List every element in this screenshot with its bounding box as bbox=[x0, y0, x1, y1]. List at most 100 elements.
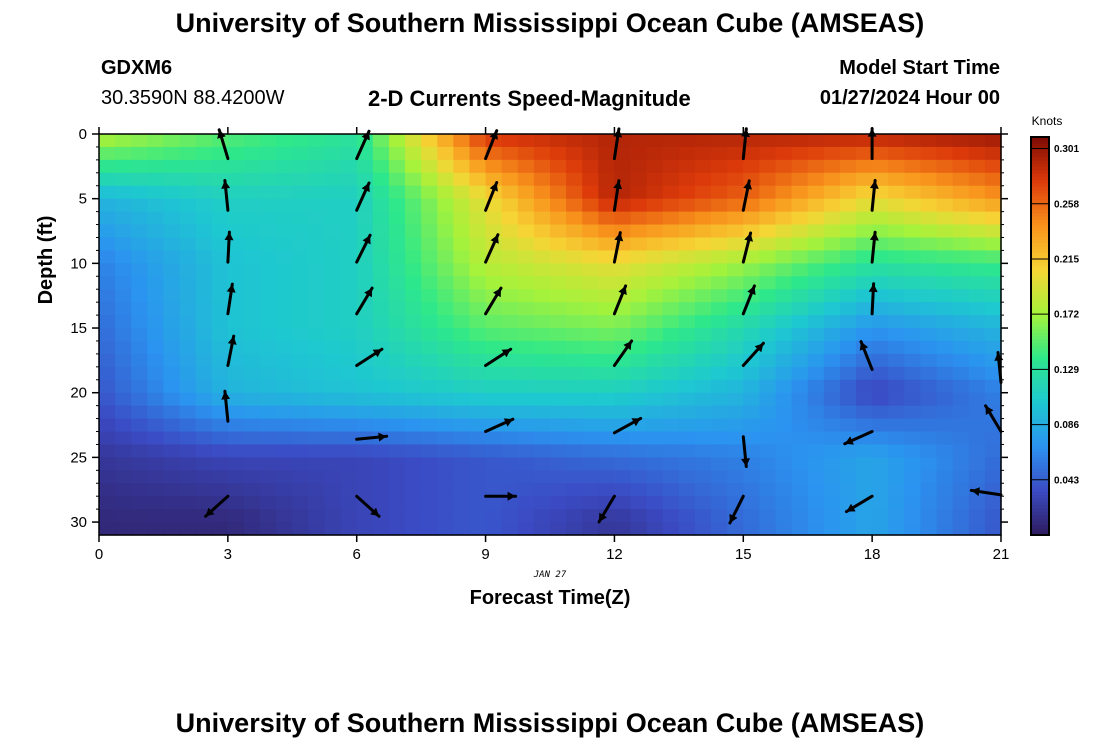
heatmap-cell bbox=[517, 250, 535, 264]
heatmap-cell bbox=[421, 276, 438, 290]
heatmap-cell bbox=[147, 509, 165, 523]
heatmap-cell bbox=[566, 159, 583, 174]
heatmap-cell bbox=[614, 379, 632, 394]
heatmap-cell bbox=[324, 172, 342, 187]
heatmap-cell bbox=[437, 224, 454, 239]
colorbar-segment bbox=[1031, 445, 1049, 450]
x-tick-label: 18 bbox=[864, 546, 881, 563]
heatmap-cell bbox=[839, 146, 857, 161]
heatmap-cell bbox=[405, 146, 422, 161]
heatmap-cell bbox=[646, 185, 664, 200]
heatmap-cell bbox=[727, 392, 744, 407]
heatmap-cell bbox=[453, 353, 471, 368]
heatmap-cell bbox=[131, 211, 148, 226]
heatmap-cell bbox=[260, 353, 277, 368]
heatmap-cell bbox=[421, 315, 438, 329]
heatmap-cell bbox=[823, 496, 841, 510]
heatmap-cell bbox=[324, 392, 342, 407]
heatmap-cell bbox=[163, 146, 181, 161]
heatmap-cell bbox=[550, 315, 567, 329]
heatmap-cell bbox=[968, 134, 986, 148]
heatmap-cell bbox=[936, 405, 954, 420]
heatmap-cell bbox=[469, 366, 487, 381]
heatmap-cell bbox=[952, 198, 970, 213]
colorbar-segment bbox=[1031, 200, 1049, 204]
heatmap-cell bbox=[179, 159, 197, 174]
heatmap-cell bbox=[888, 366, 905, 381]
heatmap-cell bbox=[485, 340, 503, 355]
heatmap-cell bbox=[727, 159, 744, 174]
heatmap-cell bbox=[131, 263, 148, 277]
heatmap-cell bbox=[179, 353, 197, 368]
heatmap-cell bbox=[99, 509, 116, 523]
heatmap-cell bbox=[598, 353, 616, 368]
heatmap-cell bbox=[839, 263, 857, 277]
colorbar-segment bbox=[1031, 180, 1049, 185]
heatmap-cell bbox=[356, 211, 374, 226]
heatmap-cell bbox=[598, 211, 616, 226]
heatmap-cell bbox=[856, 172, 873, 187]
heatmap-cell bbox=[453, 224, 471, 239]
heatmap-cell bbox=[227, 211, 245, 226]
heatmap-cell bbox=[179, 405, 197, 420]
heatmap-cell bbox=[131, 418, 148, 433]
heatmap-cell bbox=[566, 276, 583, 290]
heatmap-cell bbox=[517, 146, 535, 161]
heatmap-cell bbox=[453, 302, 471, 316]
heatmap-cell bbox=[533, 418, 551, 433]
current-vector-arrow bbox=[224, 230, 234, 264]
heatmap-cell bbox=[646, 353, 664, 368]
heatmap-cell bbox=[759, 366, 777, 381]
colorbar-segment bbox=[1031, 173, 1049, 178]
heatmap-cell bbox=[501, 444, 519, 458]
current-vector-arrow bbox=[221, 179, 231, 212]
heatmap-cell bbox=[711, 418, 728, 433]
heatmap-cell bbox=[163, 237, 181, 252]
heatmap-cell bbox=[566, 457, 583, 471]
heatmap-cell bbox=[227, 353, 245, 368]
colorbar-segment bbox=[1031, 266, 1049, 271]
heatmap-cell bbox=[260, 483, 277, 497]
current-vector-arrow bbox=[844, 494, 874, 514]
station-coords: 30.3590N 88.4200W bbox=[101, 87, 285, 109]
heatmap-cell bbox=[662, 444, 680, 458]
heatmap-cell bbox=[99, 172, 116, 187]
heatmap-cell bbox=[566, 509, 583, 523]
heatmap-cell bbox=[727, 198, 744, 213]
heatmap-cell bbox=[469, 276, 487, 290]
heatmap-cell bbox=[260, 172, 277, 187]
current-vector-arrow bbox=[612, 179, 623, 212]
heatmap-cell bbox=[147, 405, 165, 420]
heatmap-cell bbox=[405, 302, 422, 316]
heatmap-cell bbox=[630, 289, 648, 303]
heatmap-cell bbox=[260, 250, 277, 264]
heatmap-cell bbox=[227, 483, 245, 497]
heatmap-cell bbox=[727, 146, 744, 161]
heatmap-cell bbox=[501, 185, 519, 200]
colorbar-segment bbox=[1031, 299, 1049, 304]
colorbar-segment bbox=[1031, 465, 1049, 470]
heatmap-cell bbox=[437, 302, 454, 316]
heatmap-cell bbox=[791, 211, 809, 226]
heatmap-cell bbox=[260, 392, 277, 407]
heatmap-cell bbox=[517, 198, 535, 213]
heatmap-cell bbox=[823, 315, 841, 329]
heatmap-cell bbox=[131, 315, 148, 329]
heatmap-cell bbox=[550, 392, 567, 407]
heatmap-cell bbox=[211, 211, 229, 226]
heatmap-cell bbox=[163, 418, 181, 433]
heatmap-cell bbox=[131, 172, 148, 187]
heatmap-cell bbox=[211, 315, 229, 329]
heatmap-cell bbox=[501, 211, 519, 226]
heatmap-cell bbox=[356, 340, 374, 355]
heatmap-cell bbox=[727, 457, 744, 471]
heatmap-cell bbox=[292, 185, 309, 200]
heatmap-cell bbox=[260, 431, 277, 446]
heatmap-cell bbox=[582, 263, 599, 277]
heatmap-cell bbox=[920, 250, 938, 264]
heatmap-cell bbox=[453, 237, 471, 252]
heatmap-cell bbox=[179, 470, 197, 484]
heatmap-cell bbox=[952, 483, 970, 497]
heatmap-cell bbox=[743, 483, 760, 497]
heatmap-cell bbox=[984, 250, 1002, 264]
